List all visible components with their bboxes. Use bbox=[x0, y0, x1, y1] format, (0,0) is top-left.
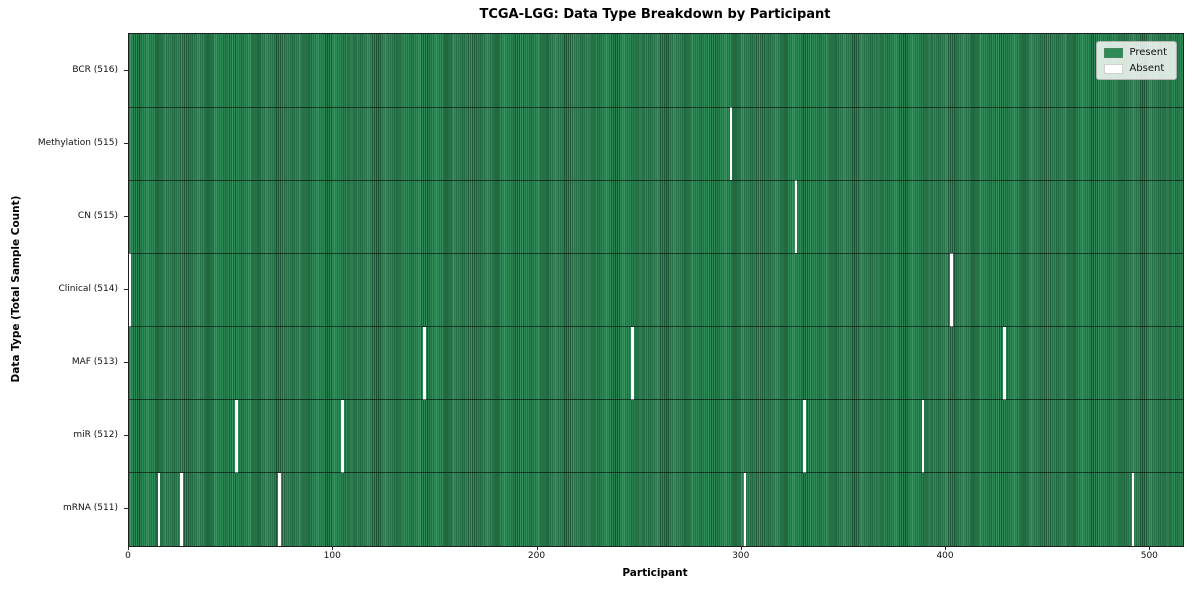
heatmap-row-mrna bbox=[129, 472, 1183, 546]
legend-item-absent: Absent bbox=[1104, 63, 1167, 74]
absent-marker-mir-388 bbox=[921, 399, 924, 473]
legend-swatch-present bbox=[1104, 47, 1124, 58]
x-tick bbox=[128, 546, 129, 550]
x-tick-label-200: 200 bbox=[527, 551, 546, 561]
chart-title: TCGA-LGG: Data Type Breakdown by Partici… bbox=[479, 7, 831, 22]
y-tick-label-maf: MAF (513) bbox=[71, 357, 118, 368]
row-separator bbox=[129, 326, 1183, 328]
absent-marker-mir-104 bbox=[341, 399, 344, 473]
y-tick bbox=[124, 289, 128, 290]
legend-label-absent: Absent bbox=[1129, 63, 1165, 74]
y-tick-label-mrna: mRNA (511) bbox=[63, 503, 118, 514]
legend: Present Absent bbox=[1096, 41, 1177, 80]
x-tick-label-300: 300 bbox=[732, 551, 750, 561]
absent-marker-mir-52 bbox=[235, 399, 238, 473]
row-separator bbox=[129, 252, 1183, 254]
y-tick-label-mir: miR (512) bbox=[73, 430, 118, 441]
row-separator bbox=[129, 399, 1183, 401]
absent-marker-methylation-294 bbox=[729, 107, 732, 181]
x-tick-label-500: 500 bbox=[1140, 551, 1158, 561]
absent-marker-cn-326 bbox=[794, 180, 798, 254]
heatmap-row-cn bbox=[129, 180, 1183, 254]
x-tick bbox=[740, 546, 742, 550]
absent-marker-maf-246 bbox=[631, 326, 634, 400]
heatmap-row-mir bbox=[129, 399, 1183, 473]
heatmap-row-bcr bbox=[129, 34, 1183, 108]
row-separator bbox=[129, 179, 1183, 181]
heatmap-row-methylation bbox=[129, 107, 1183, 181]
y-tick bbox=[124, 142, 128, 144]
legend-label-present: Present bbox=[1129, 47, 1167, 58]
x-tick bbox=[332, 546, 334, 550]
absent-marker-clinical-402 bbox=[950, 253, 953, 327]
absent-marker-mrna-491 bbox=[1131, 472, 1135, 546]
absent-marker-mrna-25 bbox=[180, 472, 183, 546]
absent-marker-mrna-73 bbox=[278, 472, 281, 546]
y-tick bbox=[124, 508, 128, 510]
x-tick-label-0: 0 bbox=[125, 551, 131, 561]
x-tick bbox=[536, 546, 538, 550]
y-tick bbox=[124, 362, 128, 364]
heatmap-row-maf bbox=[129, 326, 1183, 400]
x-axis-title: Participant bbox=[622, 567, 688, 579]
row-separator bbox=[129, 106, 1183, 108]
legend-swatch-absent bbox=[1104, 63, 1124, 74]
absent-marker-maf-144 bbox=[423, 326, 426, 400]
x-tick bbox=[945, 546, 947, 550]
plot-area: Present Absent bbox=[128, 33, 1184, 547]
y-tick bbox=[124, 215, 128, 217]
y-tick-label-bcr: BCR (516) bbox=[72, 64, 118, 75]
y-tick bbox=[124, 69, 128, 71]
y-tick-label-clinical: Clinical (514) bbox=[58, 284, 118, 294]
y-tick bbox=[124, 435, 128, 437]
absent-marker-clinical-0 bbox=[129, 253, 132, 327]
absent-marker-mrna-14 bbox=[157, 472, 161, 546]
row-separator bbox=[129, 472, 1183, 474]
heatmap-row-clinical bbox=[129, 253, 1183, 327]
legend-item-present: Present bbox=[1104, 47, 1167, 58]
absent-marker-maf-428 bbox=[1003, 326, 1006, 400]
absent-marker-mir-330 bbox=[803, 399, 806, 473]
x-tick bbox=[1149, 546, 1151, 550]
x-tick-label-100: 100 bbox=[323, 551, 341, 561]
absent-marker-mrna-301 bbox=[743, 472, 747, 546]
x-tick-label-400: 400 bbox=[936, 551, 954, 561]
y-tick-label-cn: CN (515) bbox=[77, 210, 118, 221]
y-tick-label-methylation: Methylation (515) bbox=[37, 137, 118, 148]
